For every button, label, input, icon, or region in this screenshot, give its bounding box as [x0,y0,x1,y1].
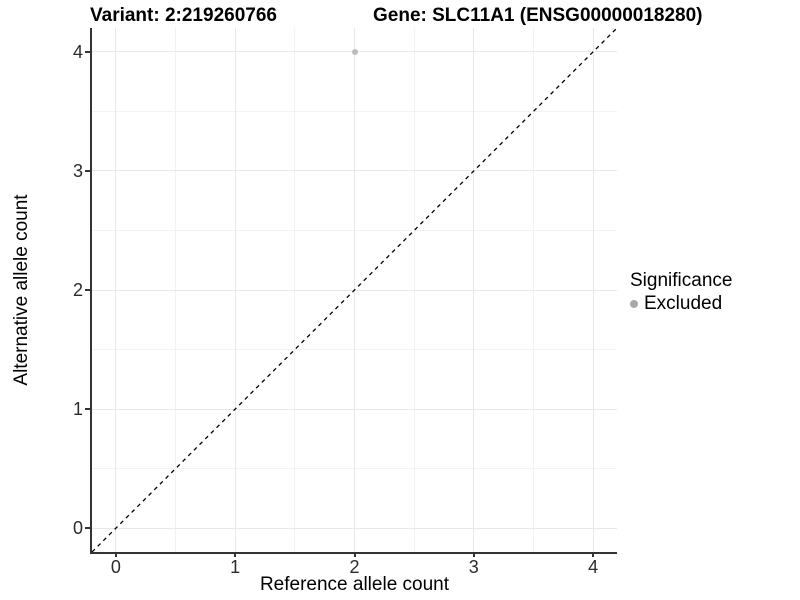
x-tick-mark [353,552,356,557]
legend-entries: Excluded [630,294,798,314]
grid-major-h [92,408,617,410]
grid-major-h [92,170,617,172]
gene-title: Gene: SLC11A1 (ENSG00000018280) [373,5,703,26]
x-tick-mark [472,552,475,557]
y-tick-label: 4 [72,41,83,62]
x-axis-title: Reference allele count [259,574,450,595]
y-tick-label: 3 [72,160,83,181]
x-tick-label: 0 [110,557,121,577]
x-tick-label: 3 [468,557,479,577]
plot-panel [91,27,618,553]
y-axis-line [90,28,92,554]
legend-entry: Excluded [630,294,798,314]
y-tick-label: 1 [72,399,83,420]
y-tick-mark [85,527,90,530]
variant-title: Variant: 2:219260766 [90,5,277,26]
y-tick-label: 0 [72,518,83,539]
data-point [351,48,358,55]
y-tick-mark [85,289,90,291]
y-axis-title-wrap: Alternative allele count [10,28,34,552]
y-axis-title: Alternative allele count [11,194,32,386]
x-tick-label: 1 [230,557,241,577]
legend-entry-label: Excluded [644,293,723,314]
legend-title: Significance [630,270,733,291]
x-tick-label: 2 [349,557,360,577]
y-tick-mark [85,408,90,411]
legend: Significance Excluded [630,270,798,314]
identity-reference-line [91,27,618,553]
x-tick-label: 4 [588,557,599,577]
x-tick-mark [114,552,117,557]
legend-key-dot [630,300,638,308]
x-tick-mark [592,552,595,557]
y-tick-mark [85,50,90,53]
y-tick-mark [85,169,90,172]
y-tick-label: 2 [72,280,83,300]
grid-major-h [92,527,617,529]
x-tick-mark [234,552,237,557]
